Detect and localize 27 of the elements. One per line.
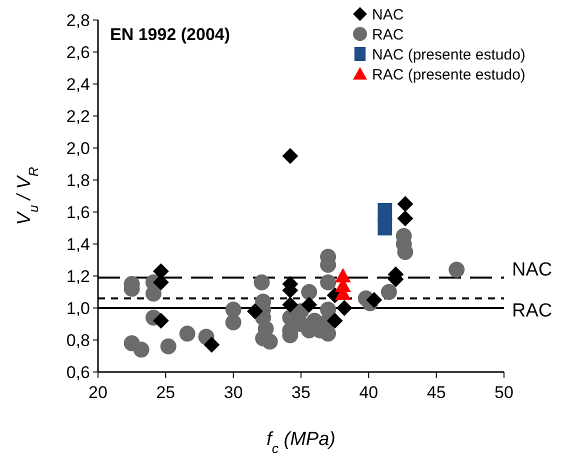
legend-label: NAC (presente estudo) [372,46,526,64]
legend-label: NAC [372,6,404,24]
y-tick-label: 2,2 [66,106,90,126]
chart-title: EN 1992 (2004) [110,25,230,44]
y-tick-label: 1,4 [66,234,90,254]
y-tick-label: 0,6 [66,362,90,382]
y-tick-label: 2,4 [66,74,90,94]
x-tick-label: 35 [292,383,310,402]
x-axis-title: f$_{c}$ (MPa) [266,429,336,456]
x-tick-label: 25 [156,383,176,402]
y-tick-label: 1,2 [66,266,90,286]
y-tick-label: 1,6 [66,202,90,222]
y-tick-label: 1,0 [66,298,90,318]
x-tick-label: 20 [88,383,108,402]
legend-label: RAC (presente estudo) [372,66,526,84]
x-tick-label: 45 [426,383,446,402]
y-tick-label: 1,8 [66,170,90,190]
x-tick-label: 50 [494,383,514,402]
y-tick-label: 2,0 [66,138,90,158]
ref-line-label: NAC [512,260,552,281]
y-tick-label: 2,8 [66,10,90,30]
legend-label: RAC [372,26,404,44]
y-tick-label: 2,6 [66,42,90,62]
ref-line-label: RAC [512,300,552,322]
x-tick-label: 30 [224,383,243,402]
y-tick-label: 0,8 [66,330,90,350]
x-tick-label: 40 [359,383,378,402]
